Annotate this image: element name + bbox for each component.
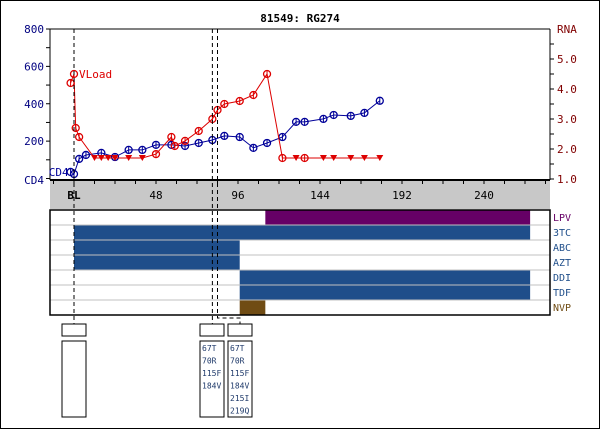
x-tick-label: 240 — [474, 189, 494, 202]
right-tick-label: 4.0 — [557, 83, 577, 96]
mutation-label: 184V — [230, 382, 249, 391]
data-point-below-detection — [330, 155, 338, 161]
mutation-label: 115F — [202, 369, 221, 378]
data-point-below-detection — [97, 155, 105, 161]
data-point-below-detection — [292, 155, 300, 161]
data-point-below-detection — [360, 155, 368, 161]
series-label-vload: VLoad — [79, 68, 112, 81]
drug-bar-abc — [74, 240, 240, 255]
genotype-mutation-box — [61, 340, 87, 418]
mutation-label: 215I — [230, 394, 249, 403]
left-tick-label: 400 — [24, 98, 44, 111]
drug-bar-azt — [74, 255, 240, 270]
right-tick-label: 2.0 — [557, 143, 577, 156]
mutation-label: 70R — [230, 357, 245, 366]
drug-bar-tdf — [239, 285, 531, 300]
drug-bar-nvp — [239, 300, 266, 315]
right-tick-label: 1.0 — [557, 173, 577, 186]
data-point-below-detection — [104, 155, 112, 161]
x-tick-label: 192 — [392, 189, 412, 202]
genotype-mutation-box — [199, 340, 225, 418]
x-tick-label: BL — [67, 189, 81, 202]
left-axis-label: CD4 — [24, 174, 44, 187]
x-axis-band — [50, 180, 550, 209]
data-point-below-detection — [138, 155, 146, 161]
left-tick-label: 200 — [24, 135, 44, 148]
right-tick-label: 3.0 — [557, 113, 577, 126]
drug-label-tdf: TDF — [553, 288, 571, 299]
drug-bar-3tc — [74, 225, 531, 240]
chart-title: 81549: RG274 — [260, 12, 340, 25]
x-tick-label: 144 — [310, 189, 330, 202]
mutation-label: 184V — [202, 382, 221, 391]
left-tick-label: 800 — [24, 23, 44, 36]
drug-panel-border — [49, 209, 551, 316]
data-point-below-detection — [91, 155, 98, 161]
x-tick-label: 48 — [149, 189, 162, 202]
marker-line-genotype-2 — [217, 29, 241, 324]
drug-label-nvp: NVP — [553, 303, 571, 314]
data-point-below-detection — [376, 155, 384, 161]
data-point-below-detection — [347, 155, 355, 161]
mutation-label: 67T — [202, 344, 217, 353]
mutation-label: 219Q — [230, 407, 249, 416]
genotype-header-box — [61, 323, 87, 337]
drug-bar-ddi — [239, 270, 531, 285]
drug-bar-lpv — [265, 210, 531, 225]
drug-label-3tc: 3TC — [553, 228, 571, 239]
right-tick-label: 5.0 — [557, 53, 577, 66]
drug-label-azt: AZT — [553, 258, 571, 269]
drug-label-abc: ABC — [553, 243, 571, 254]
series-label-cd4: CD4 — [49, 166, 69, 179]
mutation-label: 70R — [202, 357, 217, 366]
left-tick-label: 600 — [24, 60, 44, 73]
mutation-label: 67T — [230, 344, 245, 353]
x-tick-label: 96 — [231, 189, 244, 202]
mutation-label: 115F — [230, 369, 249, 378]
genotype-header-box — [199, 323, 225, 337]
drug-label-ddi: DDI — [553, 273, 571, 284]
genotype-mutation-box — [227, 340, 253, 418]
data-point-below-detection — [319, 155, 327, 161]
data-point-below-detection — [125, 155, 133, 161]
drug-label-lpv: LPV — [553, 213, 571, 224]
genotype-header-box — [227, 323, 253, 337]
right-axis-label: RNA — [557, 23, 577, 36]
data-point-below-detection — [111, 155, 119, 161]
